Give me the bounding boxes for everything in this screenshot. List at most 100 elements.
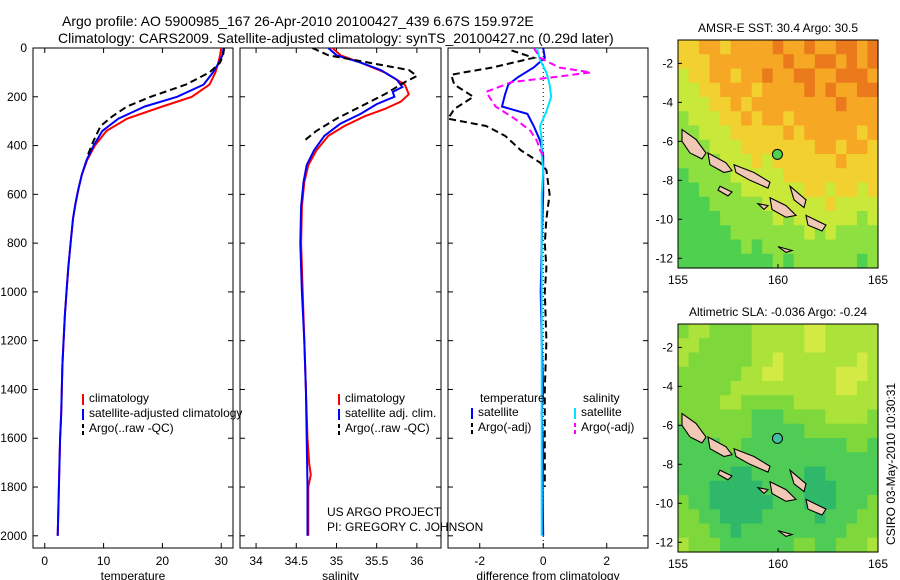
sst_map-cell bbox=[751, 125, 763, 141]
sst_map-cell bbox=[762, 40, 774, 55]
sla_map-cell bbox=[688, 452, 700, 468]
sla_map-cell bbox=[783, 352, 795, 368]
sla_map-cell bbox=[678, 324, 690, 339]
sst_map-cell bbox=[751, 182, 763, 198]
sla_map-cell bbox=[772, 338, 784, 354]
sst_map-cell bbox=[867, 97, 879, 112]
salinity-series-0 bbox=[300, 48, 410, 536]
sst_map-cell bbox=[804, 239, 816, 255]
sla_map-cell bbox=[846, 338, 858, 354]
sla_map-cell bbox=[814, 324, 826, 339]
sst_map-cell bbox=[730, 68, 742, 84]
sst_map-cell bbox=[678, 196, 690, 212]
sst_map-cell bbox=[762, 111, 774, 127]
sla_map-cell bbox=[783, 338, 795, 354]
sst_map-cell bbox=[783, 196, 795, 212]
sla_map-cell bbox=[772, 381, 784, 396]
sla_map-cell bbox=[804, 324, 816, 339]
sst_map-ytick-label: -8 bbox=[662, 173, 673, 187]
sst_map-cell bbox=[814, 225, 826, 241]
sst_map-cell bbox=[825, 168, 837, 184]
sst_map-cell bbox=[783, 82, 795, 98]
sst_map-cell bbox=[867, 168, 879, 184]
sla_map-cell bbox=[762, 537, 774, 553]
sla_map-cell bbox=[709, 466, 721, 482]
temperature-ytick-label: 1600 bbox=[0, 431, 27, 445]
sst_map-cell bbox=[867, 182, 879, 198]
sst_map-cell bbox=[699, 40, 711, 55]
difference-legend-title-sal: salinity bbox=[583, 391, 620, 405]
sla_map-cell bbox=[846, 381, 858, 396]
sla_map-cell bbox=[762, 409, 774, 425]
sla_map-cell bbox=[762, 480, 774, 496]
sst_map-cell bbox=[720, 97, 732, 112]
sst_map-cell bbox=[720, 154, 732, 169]
sla_map-cell bbox=[835, 381, 848, 396]
sst_map-cell bbox=[772, 253, 784, 269]
temperature-ytick-label: 1400 bbox=[0, 382, 27, 396]
sst_map-cell bbox=[762, 125, 774, 141]
sla_map-cell bbox=[825, 409, 837, 425]
sst_map-cell bbox=[835, 68, 848, 84]
sst_map-cell bbox=[741, 225, 753, 241]
sla_map-cell bbox=[709, 352, 721, 368]
sla_map-cell bbox=[762, 423, 774, 439]
sla_map-cell bbox=[856, 352, 869, 368]
sst_map-cell bbox=[741, 182, 753, 198]
sla_map-cell bbox=[699, 523, 711, 539]
sst_map-cell bbox=[688, 196, 700, 212]
salinity-series-2 bbox=[303, 48, 419, 142]
salinity-series-1 bbox=[299, 48, 404, 536]
salinity-frame bbox=[239, 47, 442, 549]
sla_map-cell bbox=[751, 409, 763, 425]
sla_map-cell bbox=[741, 466, 753, 482]
sla_map-cell bbox=[825, 395, 837, 411]
sla_map-cell bbox=[751, 509, 763, 525]
sla_map-cell bbox=[793, 438, 805, 453]
sla_map-cell bbox=[772, 438, 784, 453]
temperature-ytick-label: 2000 bbox=[0, 529, 27, 543]
sst_map-cell bbox=[825, 196, 837, 212]
sst_map-cell bbox=[720, 125, 732, 141]
sst_map-cell bbox=[688, 154, 700, 169]
sla_map-island bbox=[805, 498, 827, 516]
sla_map-cell bbox=[720, 452, 732, 468]
sla_map-cell bbox=[730, 466, 742, 482]
sst_map-cell bbox=[814, 211, 826, 226]
sla_map-cell bbox=[793, 324, 805, 339]
sst_map-cell bbox=[867, 253, 879, 269]
sla_map-cell bbox=[688, 537, 700, 553]
temperature-ytick-label: 0 bbox=[20, 41, 27, 55]
sst_map-cell bbox=[741, 111, 753, 127]
sla_map-cell bbox=[678, 452, 690, 468]
sst_map-cell bbox=[688, 97, 700, 112]
sst_map-cell bbox=[751, 211, 763, 226]
sst_map-cell bbox=[678, 239, 690, 255]
salinity-xlabel: salinity bbox=[322, 569, 359, 580]
sla_map-cell bbox=[720, 352, 732, 368]
temperature-xtick-label: 10 bbox=[97, 554, 111, 568]
sla_map-cell bbox=[751, 423, 763, 439]
difference-xtick-label: -2 bbox=[474, 554, 485, 568]
sla_map-cell bbox=[720, 324, 732, 339]
sla_map-cell bbox=[867, 352, 879, 368]
sst_map-cell bbox=[835, 182, 848, 198]
sst_map-cell bbox=[678, 54, 690, 70]
sla_map-cell bbox=[835, 523, 848, 539]
sst_map-cell bbox=[730, 168, 742, 184]
sla_map-cell bbox=[741, 366, 753, 382]
sst_map-cell bbox=[846, 239, 858, 255]
sla_map-cell bbox=[730, 480, 742, 496]
sla_map-cell bbox=[762, 495, 774, 510]
sla_map-cell bbox=[804, 352, 816, 368]
sla_map-cell bbox=[762, 523, 774, 539]
sla_map-cell bbox=[804, 423, 816, 439]
sla_map-cell bbox=[709, 338, 721, 354]
salinity-panel: 34 34.5 35 35.5 36 salinity climatologysatelli… bbox=[239, 47, 442, 580]
sst_map-cell bbox=[825, 182, 837, 198]
sla_map-cell bbox=[825, 509, 837, 525]
sla_map-cell bbox=[846, 366, 858, 382]
sst-map-panel: 155 160 165 -2 -4 -6 -8 -10 -12 AMSR-E SST: 30.4 … bbox=[656, 21, 889, 287]
sla_map-cell bbox=[678, 466, 690, 482]
sst_map-cell bbox=[762, 168, 774, 184]
